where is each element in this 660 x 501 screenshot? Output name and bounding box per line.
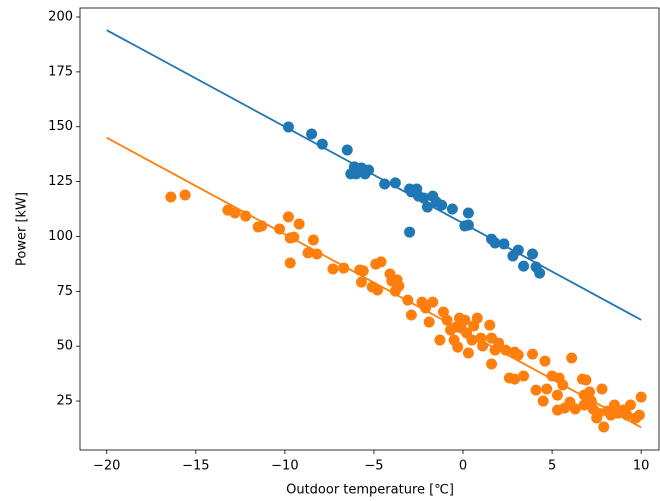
scatter-point xyxy=(530,384,542,396)
scatter-point xyxy=(179,189,191,201)
scatter-point xyxy=(341,144,353,156)
scatter-point xyxy=(284,257,296,269)
scatter-point xyxy=(512,244,524,256)
scatter-point xyxy=(596,383,608,395)
y-tick-label: 100 xyxy=(48,229,73,244)
y-tick-label: 150 xyxy=(48,119,73,134)
x-tick-label: −10 xyxy=(271,459,298,474)
plot-frame xyxy=(79,7,660,451)
x-tick-label: −15 xyxy=(182,459,209,474)
scatter-point xyxy=(302,247,314,259)
scatter-point xyxy=(165,191,177,203)
scatter-point xyxy=(624,399,636,411)
scatter-point xyxy=(566,352,578,364)
scatter-point xyxy=(229,207,241,219)
scatter-point xyxy=(306,128,318,140)
fit-line xyxy=(106,29,642,321)
scatter-point xyxy=(405,309,417,321)
x-tick-label: 0 xyxy=(459,459,467,474)
scatter-point xyxy=(311,248,323,260)
scatter-point xyxy=(541,383,553,395)
scatter-point xyxy=(633,409,645,421)
scatter-point xyxy=(471,312,483,324)
scatter-point xyxy=(375,256,387,268)
x-tick-label: −5 xyxy=(364,459,383,474)
scatter-point xyxy=(564,396,576,408)
scatter-point xyxy=(591,412,603,424)
scatter-point xyxy=(584,386,596,398)
scatter-point xyxy=(551,389,563,401)
scatter-point xyxy=(578,399,590,411)
scatter-point xyxy=(635,391,647,403)
scatter-point xyxy=(379,178,391,190)
y-tick-label: 50 xyxy=(56,339,73,354)
scatter-point xyxy=(489,237,501,249)
scatter-point xyxy=(452,341,464,353)
x-tick-label: 10 xyxy=(633,459,650,474)
scatter-point xyxy=(462,207,474,219)
scatter-point xyxy=(462,347,474,359)
y-tick-label: 75 xyxy=(56,284,73,299)
scatter-point xyxy=(446,203,458,215)
scatter-point xyxy=(293,218,305,230)
scatter-point xyxy=(527,248,539,260)
scatter-point xyxy=(518,370,530,382)
scatter-point xyxy=(436,199,448,211)
y-tick-label: 200 xyxy=(48,9,73,24)
scatter-point xyxy=(434,334,446,346)
scatter-point xyxy=(355,276,367,288)
scatter-point xyxy=(240,210,252,222)
fit-line xyxy=(106,136,642,429)
scatter-point xyxy=(484,319,496,331)
x-tick-label: −20 xyxy=(93,459,120,474)
scatter-point xyxy=(534,267,546,279)
scatter-point xyxy=(486,358,498,370)
scatter-point xyxy=(423,316,435,328)
scatter-point xyxy=(421,201,433,213)
scatter-point xyxy=(527,348,539,360)
scatter-point xyxy=(512,349,524,361)
scatter-point xyxy=(307,234,319,246)
y-tick-label: 175 xyxy=(48,64,73,79)
scatter-point xyxy=(427,296,439,308)
scatter-point xyxy=(537,395,549,407)
scatter-point xyxy=(459,314,471,326)
scatter-point xyxy=(598,421,610,433)
scatter-point xyxy=(282,211,294,223)
scatter-point xyxy=(372,284,384,296)
scatter-point xyxy=(327,263,339,275)
scatter-point xyxy=(274,223,286,235)
scatter-point xyxy=(357,265,369,277)
y-tick-label: 25 xyxy=(56,394,73,409)
scatter-point xyxy=(509,373,521,385)
scatter-point xyxy=(316,138,328,150)
scatter-point xyxy=(580,374,592,386)
scatter-point xyxy=(493,337,505,349)
x-axis-label: Outdoor temperature [℃] xyxy=(286,483,454,498)
y-axis-label: Power [kW] xyxy=(15,192,30,266)
scatter-point xyxy=(404,226,416,238)
y-tick-label: 125 xyxy=(48,174,73,189)
x-tick-label: 5 xyxy=(548,459,556,474)
scatter-point xyxy=(518,260,530,272)
scatter-point xyxy=(393,280,405,292)
scatter-point xyxy=(539,355,551,367)
